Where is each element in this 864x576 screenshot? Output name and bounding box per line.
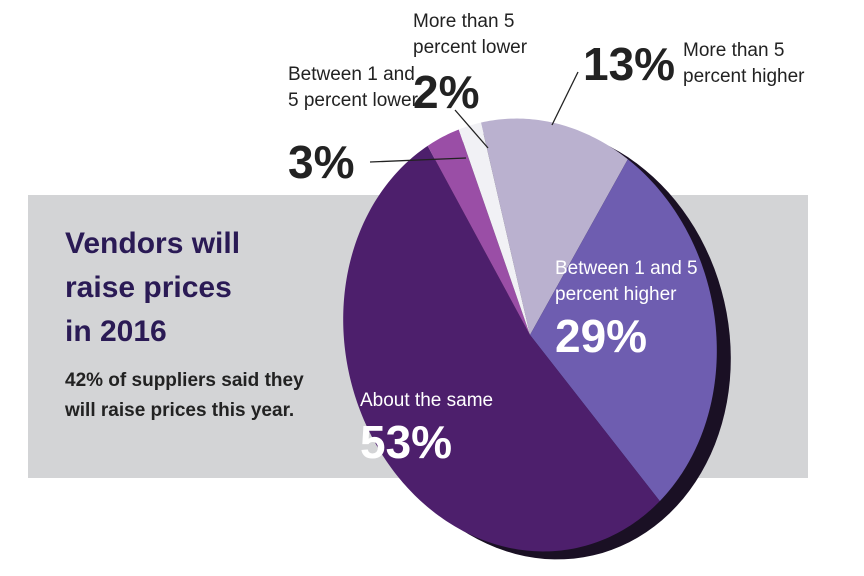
slice-label: Between 1 and 5 percent higher bbox=[555, 258, 698, 305]
leader-line bbox=[454, 109, 489, 149]
slice-label: About the same bbox=[360, 390, 494, 411]
value-label: 53% bbox=[360, 416, 453, 468]
pie-slice bbox=[427, 129, 530, 335]
value-label: 29% bbox=[555, 310, 648, 362]
slice-label: More than 5 percent higher bbox=[683, 40, 805, 87]
chart-title: Vendors will raise prices in 2016 bbox=[65, 227, 241, 348]
chart-subtitle: 42% of suppliers said they will raise pr… bbox=[65, 370, 304, 421]
slice-label: More than 5 percent lower bbox=[413, 11, 528, 58]
value-label: 3% bbox=[288, 136, 355, 188]
leader-line bbox=[551, 71, 579, 126]
pie-slice bbox=[530, 159, 717, 502]
value-label: 2% bbox=[413, 66, 480, 118]
pie-slice bbox=[480, 118, 628, 336]
leader-line bbox=[369, 157, 467, 163]
pie-slice bbox=[343, 145, 660, 552]
pie-slice bbox=[458, 122, 530, 335]
value-label: 13% bbox=[583, 38, 676, 90]
slice-label: Between 1 and 5 percent lower bbox=[288, 64, 418, 111]
